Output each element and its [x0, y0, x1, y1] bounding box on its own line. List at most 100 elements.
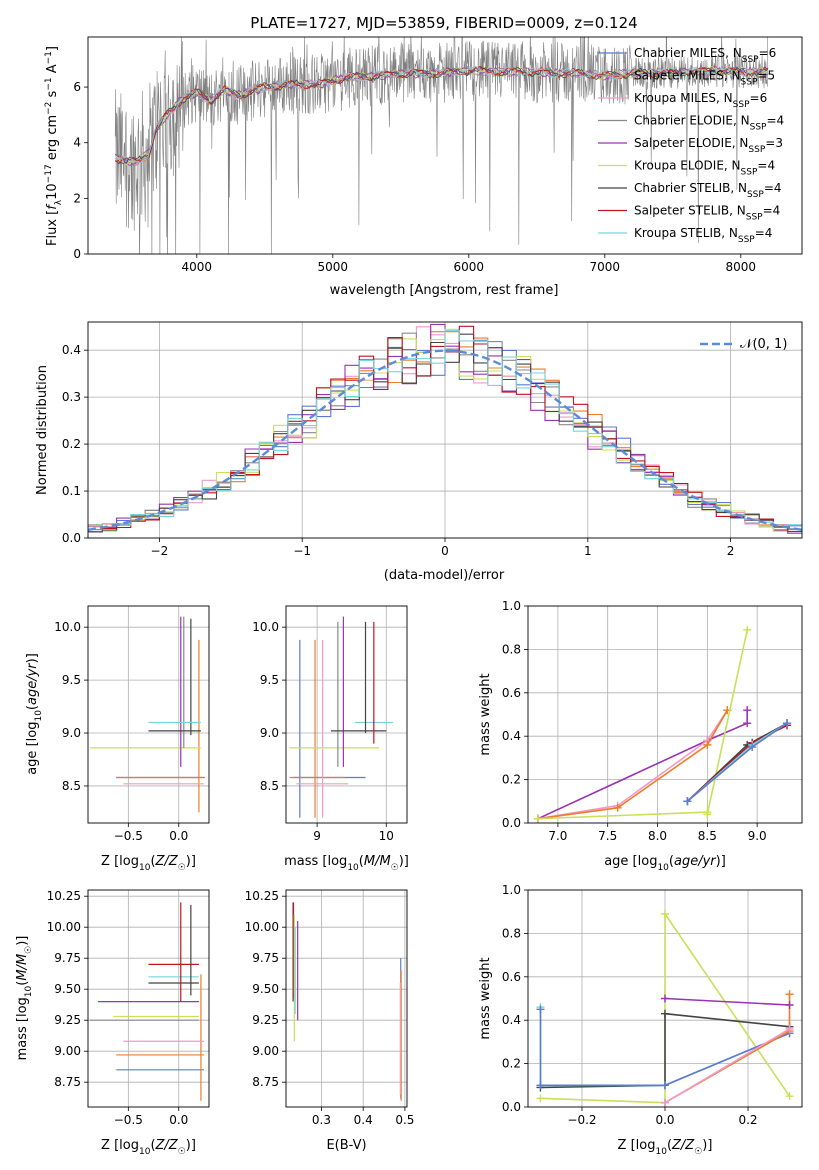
model-spectrum-line-8	[115, 65, 769, 164]
x-tick-label: 0.2	[738, 1113, 757, 1127]
weight-point-marker	[536, 1081, 545, 1090]
y-tick-label: 0	[73, 247, 81, 261]
x-tick-label: 0.4	[354, 1113, 373, 1127]
observed-spectrum-line	[114, 37, 769, 254]
weight-point-marker	[536, 1094, 545, 1103]
weight-series-line-0	[540, 911, 791, 1104]
x-tick-label: −0.2	[567, 1113, 596, 1127]
weight-point-marker	[743, 706, 752, 715]
x-axis-label: wavelength [Angstrom, rest frame]	[330, 283, 559, 298]
y-tick-label: 8.75	[54, 1075, 81, 1089]
x-tick-label: 9	[313, 829, 321, 843]
y-tick-label: 4	[73, 136, 81, 150]
weight-point-marker	[703, 810, 712, 819]
y-tick-label: 9.25	[252, 1013, 279, 1027]
x-tick-label: 6000	[454, 260, 485, 274]
plot-area	[88, 322, 802, 538]
normal-reference-curve	[88, 349, 802, 531]
legend-entry-label: Chabrier STELIB, NSSP=4	[634, 181, 782, 200]
y-tick-label: 0.0	[502, 816, 521, 830]
y-tick-label: 10.00	[245, 920, 279, 934]
y-tick-label: 9.50	[54, 982, 81, 996]
x-tick-label: 9.0	[748, 829, 767, 843]
axes-frame	[87, 889, 210, 1108]
y-tick-label: 10.0	[252, 620, 279, 634]
x-tick-label: −0.5	[114, 829, 143, 843]
x-axis-label: E(B-V)	[326, 1138, 366, 1153]
y-tick-label: 0.6	[502, 686, 521, 700]
y-tick-label: 0.3	[62, 390, 81, 404]
x-tick-label: 8.0	[648, 829, 667, 843]
weight-point-marker	[533, 814, 542, 823]
weight-point-marker	[743, 625, 752, 634]
x-tick-label: 10	[379, 829, 394, 843]
y-tick-label: 9.50	[252, 982, 279, 996]
weight-point-marker	[536, 1005, 545, 1014]
age-vs-z-panel: −0.5 0.0 8.5 9.0 9.5 10.0 Z [log10(Z/Z☉)] age […	[25, 605, 210, 873]
plot-area	[286, 890, 407, 1107]
weight-point-marker	[661, 909, 669, 918]
x-tick-label: 7.5	[598, 829, 617, 843]
weight-series-line-1	[540, 1012, 790, 1089]
weight-series-line-1	[537, 709, 728, 820]
weight-series-line-2	[537, 709, 728, 820]
age-vs-mass-panel: 9 10 8.5 9.0 9.5 10.0 mass [log10(M/M☉)]	[252, 605, 409, 873]
weight-point-marker	[748, 743, 757, 752]
x-tick-label: 1	[584, 544, 592, 558]
x-tick-label: 0.3	[312, 1113, 331, 1127]
x-tick-label: −1	[293, 544, 311, 558]
weight-point-marker	[661, 1081, 669, 1090]
plot-area	[88, 890, 209, 1107]
model-spectrum-line-5	[115, 65, 769, 166]
weight-series-line-5	[664, 1028, 790, 1104]
weight-point-marker	[785, 1024, 794, 1033]
y-tick-label: 9.0	[260, 726, 279, 740]
y-tick-label: 9.00	[252, 1044, 279, 1058]
y-tick-label: 8.5	[62, 779, 81, 793]
legend-entry-label: Kroupa ELODIE, NSSP=4	[634, 159, 775, 178]
y-tick-label: 9.0	[62, 726, 81, 740]
mass-vs-ebv-panel: 0.3 0.4 0.5 8.75 9.00 9.25 9.50 9.75 10.00 10.25 E…	[245, 889, 415, 1153]
x-tick-label: −2	[151, 544, 169, 558]
plot-area	[528, 890, 802, 1107]
x-tick-label: 8000	[726, 260, 757, 274]
weight-series-line-6	[664, 997, 790, 1006]
y-tick-label: 0.1	[62, 484, 81, 498]
weight-series-line-3	[539, 1009, 790, 1087]
y-tick-label: 2	[73, 191, 81, 205]
weight-point-marker	[785, 990, 794, 999]
weight-series-line-0	[537, 710, 749, 820]
x-axis-label: (data-model)/error	[384, 568, 505, 583]
model-spectrum-line-7	[115, 66, 769, 164]
y-tick-label: 9.75	[54, 951, 81, 965]
spectrum-panel: 4000 5000 6000 7000 8000 0 2 4 6 wavelength [Angs…	[44, 36, 803, 298]
y-tick-label: 1.0	[502, 599, 521, 613]
x-tick-label: 4000	[182, 260, 213, 274]
y-tick-label: 0.0	[502, 1100, 521, 1114]
x-axis-label: Z [log10(Z/Z☉)]	[101, 854, 196, 873]
mass-vs-z-panel: −0.5 0.0 8.75 9.00 9.25 9.50 9.75 10.00 10.25 Z […	[15, 889, 210, 1157]
plot-area	[286, 606, 407, 823]
y-tick-label: 0.4	[502, 1013, 521, 1027]
y-tick-label: 9.75	[252, 951, 279, 965]
weight-point-marker	[703, 740, 712, 749]
legend-entry-label: Chabrier ELODIE, NSSP=4	[634, 114, 784, 133]
weight-point-marker	[661, 994, 669, 1003]
y-tick-label: 0.2	[62, 437, 81, 451]
y-axis-label: age [log10(age/yr)]	[25, 653, 44, 775]
y-tick-label: 0.6	[502, 970, 521, 984]
plot-area	[114, 37, 769, 254]
x-axis-label: Z [log10(Z/Z☉)]	[101, 1138, 196, 1157]
y-tick-label: 10.00	[47, 920, 81, 934]
y-tick-label: 0.4	[502, 729, 521, 743]
y-tick-label: 0.2	[502, 773, 521, 787]
y-tick-label: 9.5	[260, 673, 279, 687]
weight-point-marker	[785, 1092, 794, 1101]
y-tick-label: 8.5	[260, 779, 279, 793]
weight-point-marker	[613, 803, 622, 812]
y-tick-label: 9.5	[62, 673, 81, 687]
weight-point-marker	[661, 1098, 669, 1107]
legend-entry-label: 𝒩(0, 1)	[740, 337, 787, 352]
y-axis-label: mass weight	[478, 957, 493, 1039]
